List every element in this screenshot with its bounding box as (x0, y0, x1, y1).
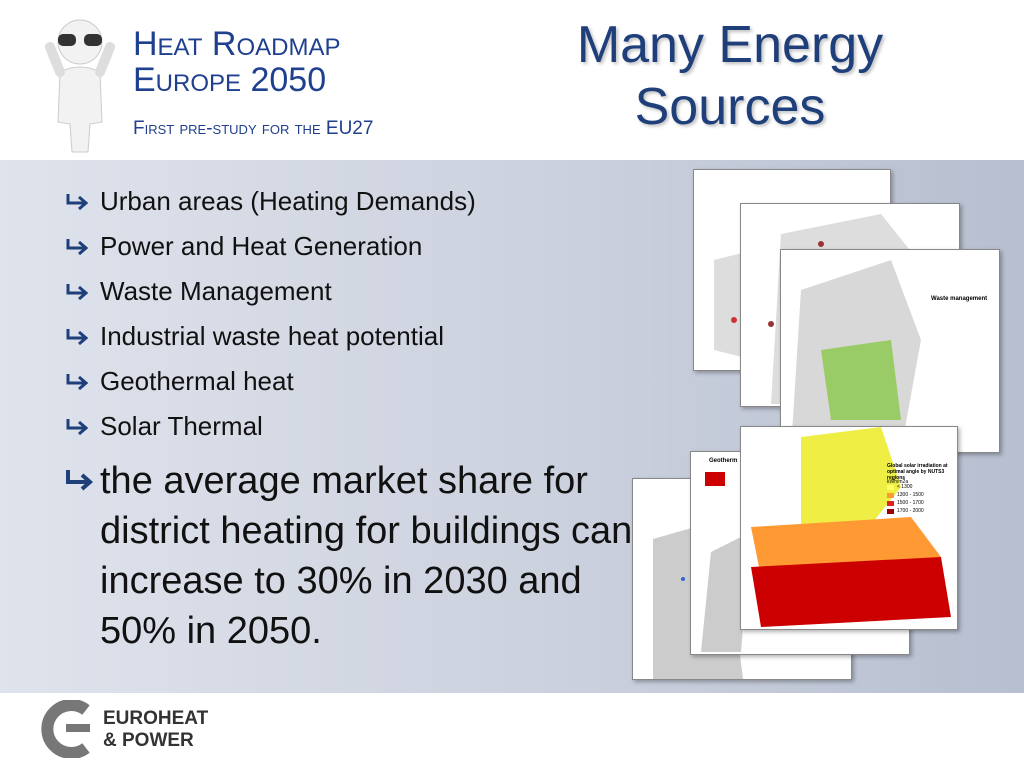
bullet-text: Waste Management (100, 276, 332, 306)
bullet-icon (66, 239, 89, 256)
title-line: Many Energy (576, 16, 884, 74)
bullet-icon (66, 419, 89, 436)
figure-icon (45, 19, 115, 153)
bullet-icon (66, 284, 89, 301)
logo-text: EUROHEAT & POWER (103, 708, 208, 752)
map (751, 427, 951, 627)
map-card: Waste management (780, 249, 1000, 453)
map-card: Global solar irradiation at optimal angl… (740, 426, 958, 630)
map-legend-unit: kWh/m2a (887, 479, 909, 485)
map-legend-title: Waste management (931, 296, 988, 302)
header-subtitle: First pre-study for the EU27 (133, 118, 374, 139)
bullet-icon (66, 329, 89, 346)
map-legend-item: 1300 - 1500 (897, 492, 924, 498)
map-legend-title: Global solar irradiation at optimal angl… (887, 463, 948, 481)
bullet-text: Industrial waste heat potential (100, 321, 444, 351)
map (791, 260, 921, 450)
map-legend-item: < 1300 (897, 484, 913, 490)
bullet-icon (66, 374, 89, 391)
map-legend-item: 1500 - 1700 (897, 500, 924, 506)
slide-title: Many Energy Sources (520, 14, 940, 138)
bullet-text: Power and Heat Generation (100, 231, 423, 261)
header-line: Europe 2050 (133, 61, 327, 99)
header-title: Heat Roadmap Europe 2050 (133, 26, 340, 98)
map-legend-title: Geotherm (709, 458, 738, 464)
header-line: Heat Roadmap (133, 25, 341, 63)
title-line: Sources (634, 78, 826, 136)
logo-line: & POWER (103, 730, 194, 751)
logo-mark (41, 700, 90, 758)
map (701, 472, 751, 652)
bullet-text: Urban areas (Heating Demands) (100, 186, 476, 216)
bullet-icon (66, 194, 89, 211)
logo-line: EUROHEAT (103, 708, 209, 729)
bullet-text: Solar Thermal (100, 411, 263, 441)
highlight-text: the average market share for district he… (100, 460, 633, 652)
bullet-icon (66, 470, 94, 491)
bullet-text: Geothermal heat (100, 366, 294, 396)
map-legend-item: 1700 - 2000 (897, 508, 924, 514)
